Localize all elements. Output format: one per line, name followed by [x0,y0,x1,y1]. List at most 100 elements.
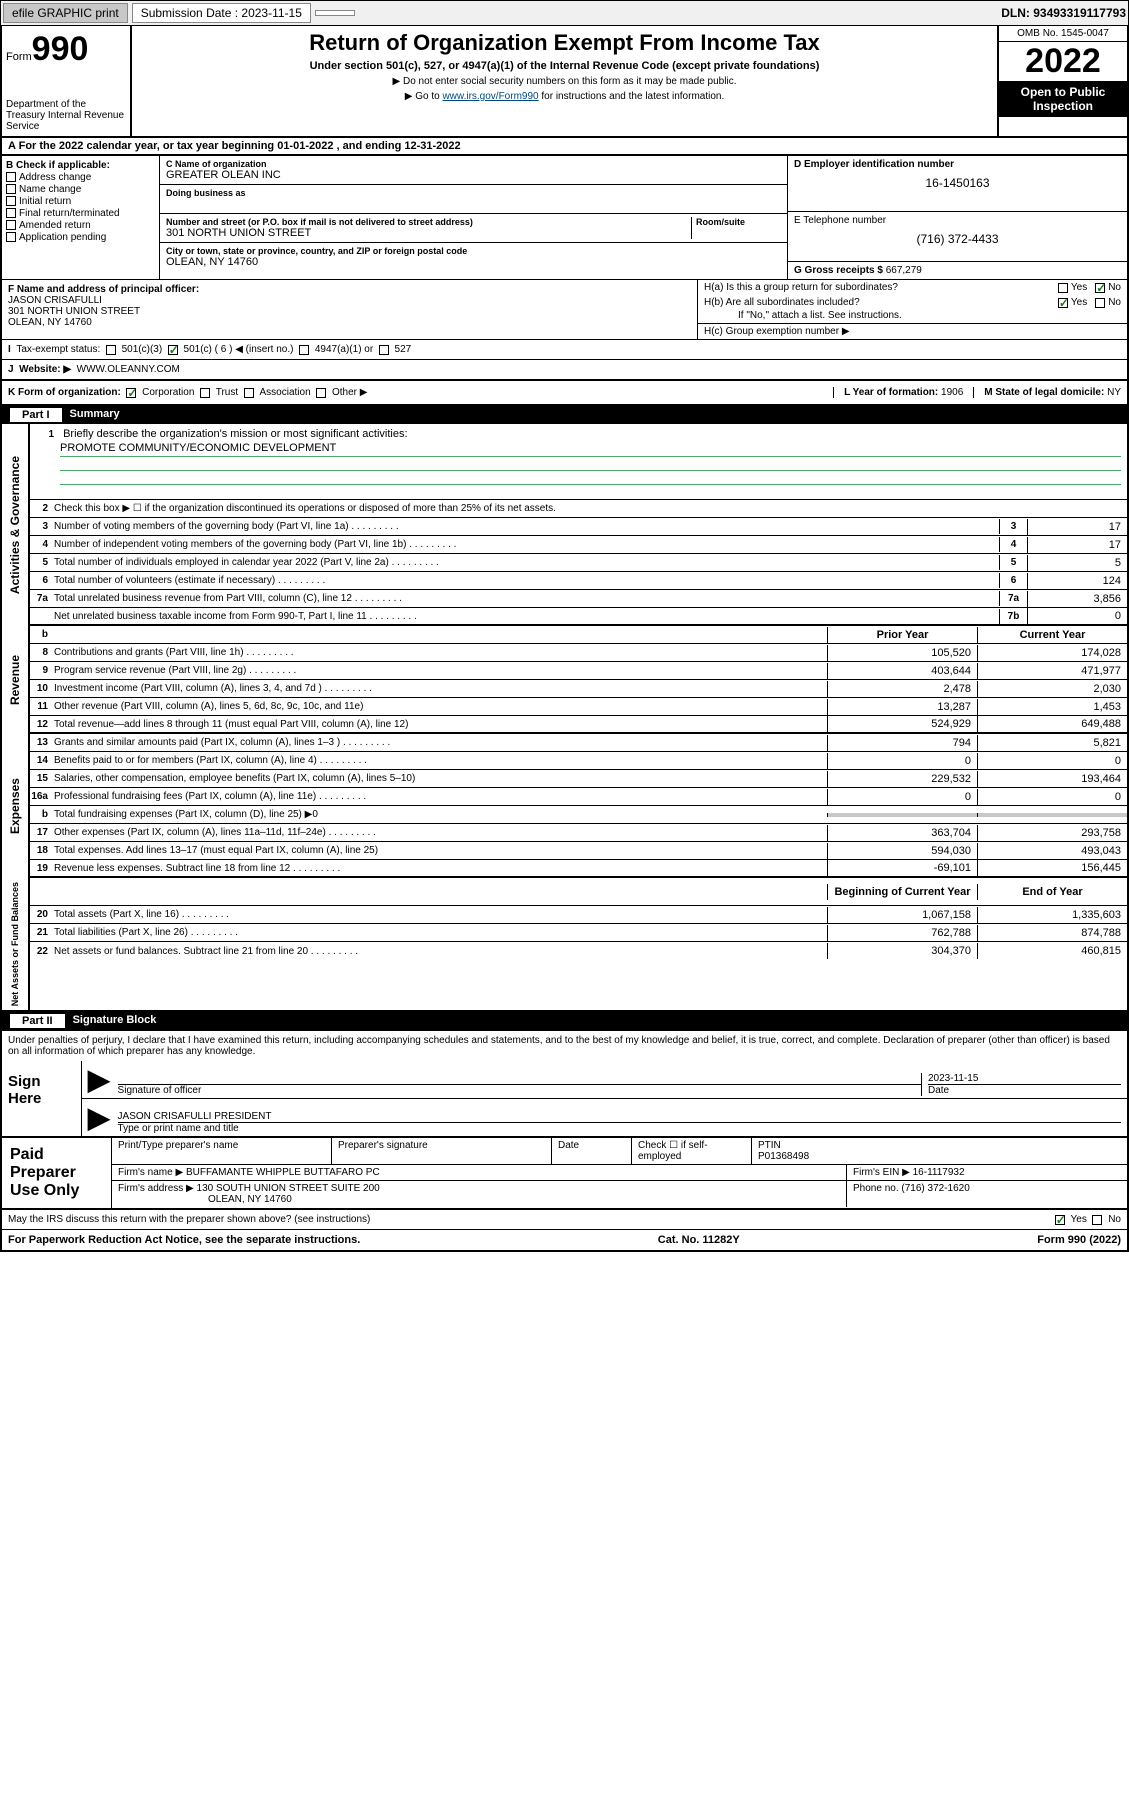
efile-button[interactable]: efile GRAPHIC print [3,3,128,23]
l1-lbl: Briefly describe the organization's miss… [63,428,407,440]
i-527-cb[interactable] [379,345,389,355]
g-row: G Gross receipts $ 667,279 [788,262,1127,279]
discuss-yes-cb[interactable] [1055,1215,1065,1225]
part1-title: Summary [70,408,120,422]
discuss-no-cb[interactable] [1092,1215,1102,1225]
k-trust-cb[interactable] [200,388,210,398]
c-room-lbl: Room/suite [696,217,781,227]
submission-date: Submission Date : 2023-11-15 [132,3,311,23]
arrow-icon-2: ▶ [88,1101,110,1134]
hb-no-cb[interactable] [1095,298,1105,308]
discuss-row: May the IRS discuss this return with the… [0,1210,1129,1230]
l22: Net assets or fund balances. Subtract li… [54,944,827,959]
prep-se-lbl: Check ☐ if self-employed [632,1138,752,1164]
cb-initial-return[interactable]: Initial return [6,196,155,207]
c-addr-row: Number and street (or P.O. box if mail i… [160,214,787,243]
l15: Salaries, other compensation, employee b… [54,771,827,786]
cb-amended[interactable]: Amended return [6,220,155,231]
ha-yes-cb[interactable] [1058,283,1068,293]
ha-no-cb[interactable] [1095,283,1105,293]
rev-grid: Revenue bPrior YearCurrent Year 8Contrib… [0,626,1129,734]
l10: Investment income (Part VIII, column (A)… [54,681,827,696]
hb-yes-cb[interactable] [1058,298,1068,308]
v5: 5 [1027,555,1127,571]
footer-left: For Paperwork Reduction Act Notice, see … [8,1234,360,1246]
hb-lbl: H(b) Are all subordinates included? [704,297,1058,308]
curr-hdr: Current Year [977,627,1127,643]
hc-lbl: H(c) Group exemption number ▶ [698,323,1127,339]
goto-pre: ▶ Go to [405,91,443,102]
l6: Total number of volunteers (estimate if … [54,573,999,588]
b-label: B Check if applicable: [6,160,155,171]
k-assoc-cb[interactable] [244,388,254,398]
firm-name: Firm's name ▶ BUFFAMANTE WHIPPLE BUTTAFA… [112,1165,847,1180]
i-501c-cb[interactable] [168,345,178,355]
k-other-cb[interactable] [316,388,326,398]
goto-note: ▶ Go to www.irs.gov/Form990 for instruct… [136,91,993,102]
sig-date: 2023-11-15 [928,1073,1121,1085]
discuss-text: May the IRS discuss this return with the… [8,1214,1055,1225]
k-corp-cb[interactable] [126,388,136,398]
part2-header: Part II Signature Block [0,1012,1129,1030]
l1-val: PROMOTE COMMUNITY/ECONOMIC DEVELOPMENT [60,440,1121,457]
c-addr-lbl: Number and street (or P.O. box if mail i… [166,217,691,227]
cb-app-pending[interactable]: Application pending [6,232,155,243]
l13: Grants and similar amounts paid (Part IX… [54,735,827,750]
cb-final-return[interactable]: Final return/terminated [6,208,155,219]
c-dba-lbl: Doing business as [166,188,781,198]
net-grid: Net Assets or Fund Balances Beginning of… [0,878,1129,1012]
d-val: 16-1450163 [794,176,1121,190]
prep-ptin: PTINP01368498 [752,1138,1127,1164]
page-footer: For Paperwork Reduction Act Notice, see … [0,1230,1129,1252]
i-4947-cb[interactable] [299,345,309,355]
top-toolbar: efile GRAPHIC print Submission Date : 20… [0,0,1129,26]
c-name-val: GREATER OLEAN INC [166,169,781,181]
i-501c3-cb[interactable] [106,345,116,355]
l7b: Net unrelated business taxable income fr… [54,609,999,624]
exp-tab: Expenses [2,734,30,878]
perjury-text: Under penalties of perjury, I declare th… [2,1031,1127,1061]
c-name-lbl: C Name of organization [166,159,781,169]
signature-block: Under penalties of perjury, I declare th… [0,1030,1129,1138]
l11: Other revenue (Part VIII, column (A), li… [54,699,827,714]
net-tab: Net Assets or Fund Balances [2,878,30,1010]
cb-address-change[interactable]: Address change [6,172,155,183]
officer-name-lbl: Type or print name and title [118,1123,1121,1134]
sig-date-col: 2023-11-15 Date [921,1073,1121,1096]
l-cell: L Year of formation: 1906 [833,387,973,398]
h-block: H(a) Is this a group return for subordin… [697,280,1127,339]
irs-link[interactable]: www.irs.gov/Form990 [442,91,538,102]
l16b: Total fundraising expenses (Part IX, col… [54,807,827,822]
header-right: OMB No. 1545-0047 2022 Open to Public In… [997,26,1127,136]
ssn-note: ▶ Do not enter social security numbers o… [136,76,993,87]
firm-phone: Phone no. (716) 372-1620 [847,1181,1127,1207]
end-hdr: End of Year [977,884,1127,900]
k-lbl: K Form of organization: [8,387,121,398]
row-j: J Website: ▶ WWW.OLEANNY.COM [0,360,1129,381]
form-number: 990 [32,30,89,68]
gov-grid: Activities & Governance 1 Briefly descri… [0,424,1129,626]
v4: 17 [1027,537,1127,553]
c-city-lbl: City or town, state or province, country… [166,246,781,256]
c-dba-row: Doing business as [160,185,787,214]
l9: Program service revenue (Part VIII, line… [54,663,827,678]
open-inspection: Open to Public Inspection [999,81,1127,117]
part2-title: Signature Block [73,1014,157,1028]
sig-date-lbl: Date [928,1085,1121,1096]
prior-hdr: Prior Year [827,627,977,643]
f-addr2: OLEAN, NY 14760 [8,317,691,328]
e-lbl: E Telephone number [794,215,1121,226]
footer-cat: Cat. No. 11282Y [658,1234,740,1246]
c-city-row: City or town, state or province, country… [160,243,787,271]
ha-lbl: H(a) Is this a group return for subordin… [704,282,1058,293]
c-addr-val: 301 NORTH UNION STREET [166,227,691,239]
e-row: E Telephone number (716) 372-4433 [788,212,1127,262]
row-a: A For the 2022 calendar year, or tax yea… [0,138,1129,156]
preparer-block: Paid Preparer Use Only Print/Type prepar… [0,1138,1129,1210]
l21: Total liabilities (Part X, line 26) [54,925,827,940]
officer-name: JASON CRISAFULLI PRESIDENT [118,1111,1121,1123]
header-center: Return of Organization Exempt From Incom… [132,26,997,136]
cb-name-change[interactable]: Name change [6,184,155,195]
l17: Other expenses (Part IX, column (A), lin… [54,825,827,840]
l2: Check this box ▶ ☐ if the organization d… [54,501,1127,516]
